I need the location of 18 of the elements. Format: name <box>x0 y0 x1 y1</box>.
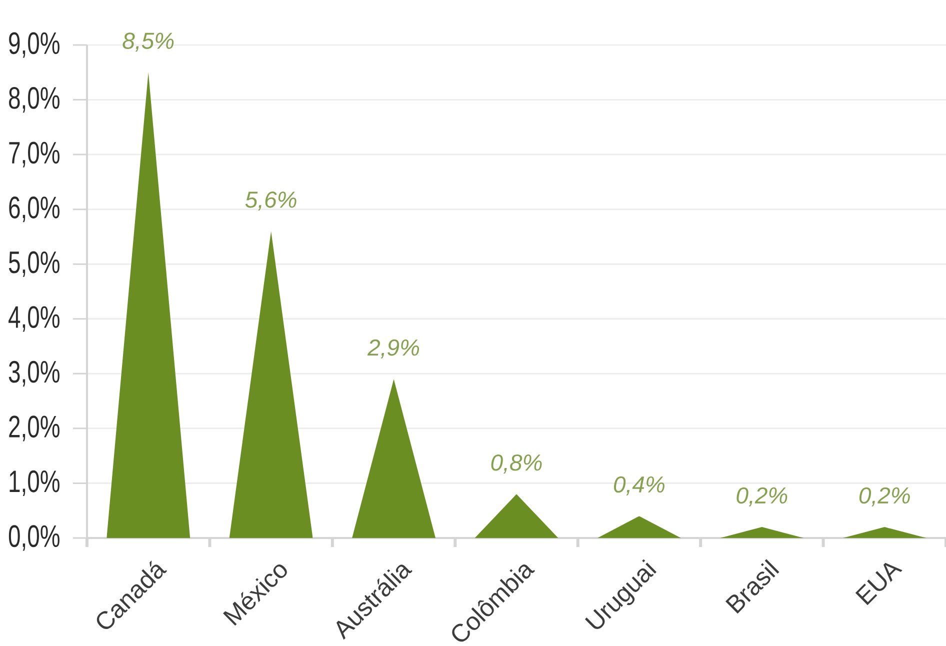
data-label: 8,5% <box>122 32 174 52</box>
data-label: 0,2% <box>736 487 788 506</box>
y-tick-label: 3,0% <box>8 360 60 386</box>
data-label: 0,8% <box>491 454 542 474</box>
y-tick-label: 7,0% <box>9 142 60 168</box>
data-label: 0,4% <box>614 476 664 496</box>
y-tick-label: 1,0% <box>10 470 60 496</box>
data-label: 0,2% <box>859 487 910 506</box>
y-tick-label: 0,0% <box>8 525 60 551</box>
y-tick-label: 8,0% <box>9 86 60 113</box>
y-tick-label: 2,0% <box>9 416 60 442</box>
x-tick-label: EUA <box>855 562 902 606</box>
y-tick-label: 6,0% <box>9 196 60 222</box>
data-label: 5,6% <box>245 192 296 211</box>
y-tick-label: 5,0% <box>8 251 60 277</box>
y-tick-label: 9,0% <box>9 32 60 58</box>
data-label: 2,9% <box>367 339 420 358</box>
y-tick-label: 4,0% <box>8 306 60 332</box>
